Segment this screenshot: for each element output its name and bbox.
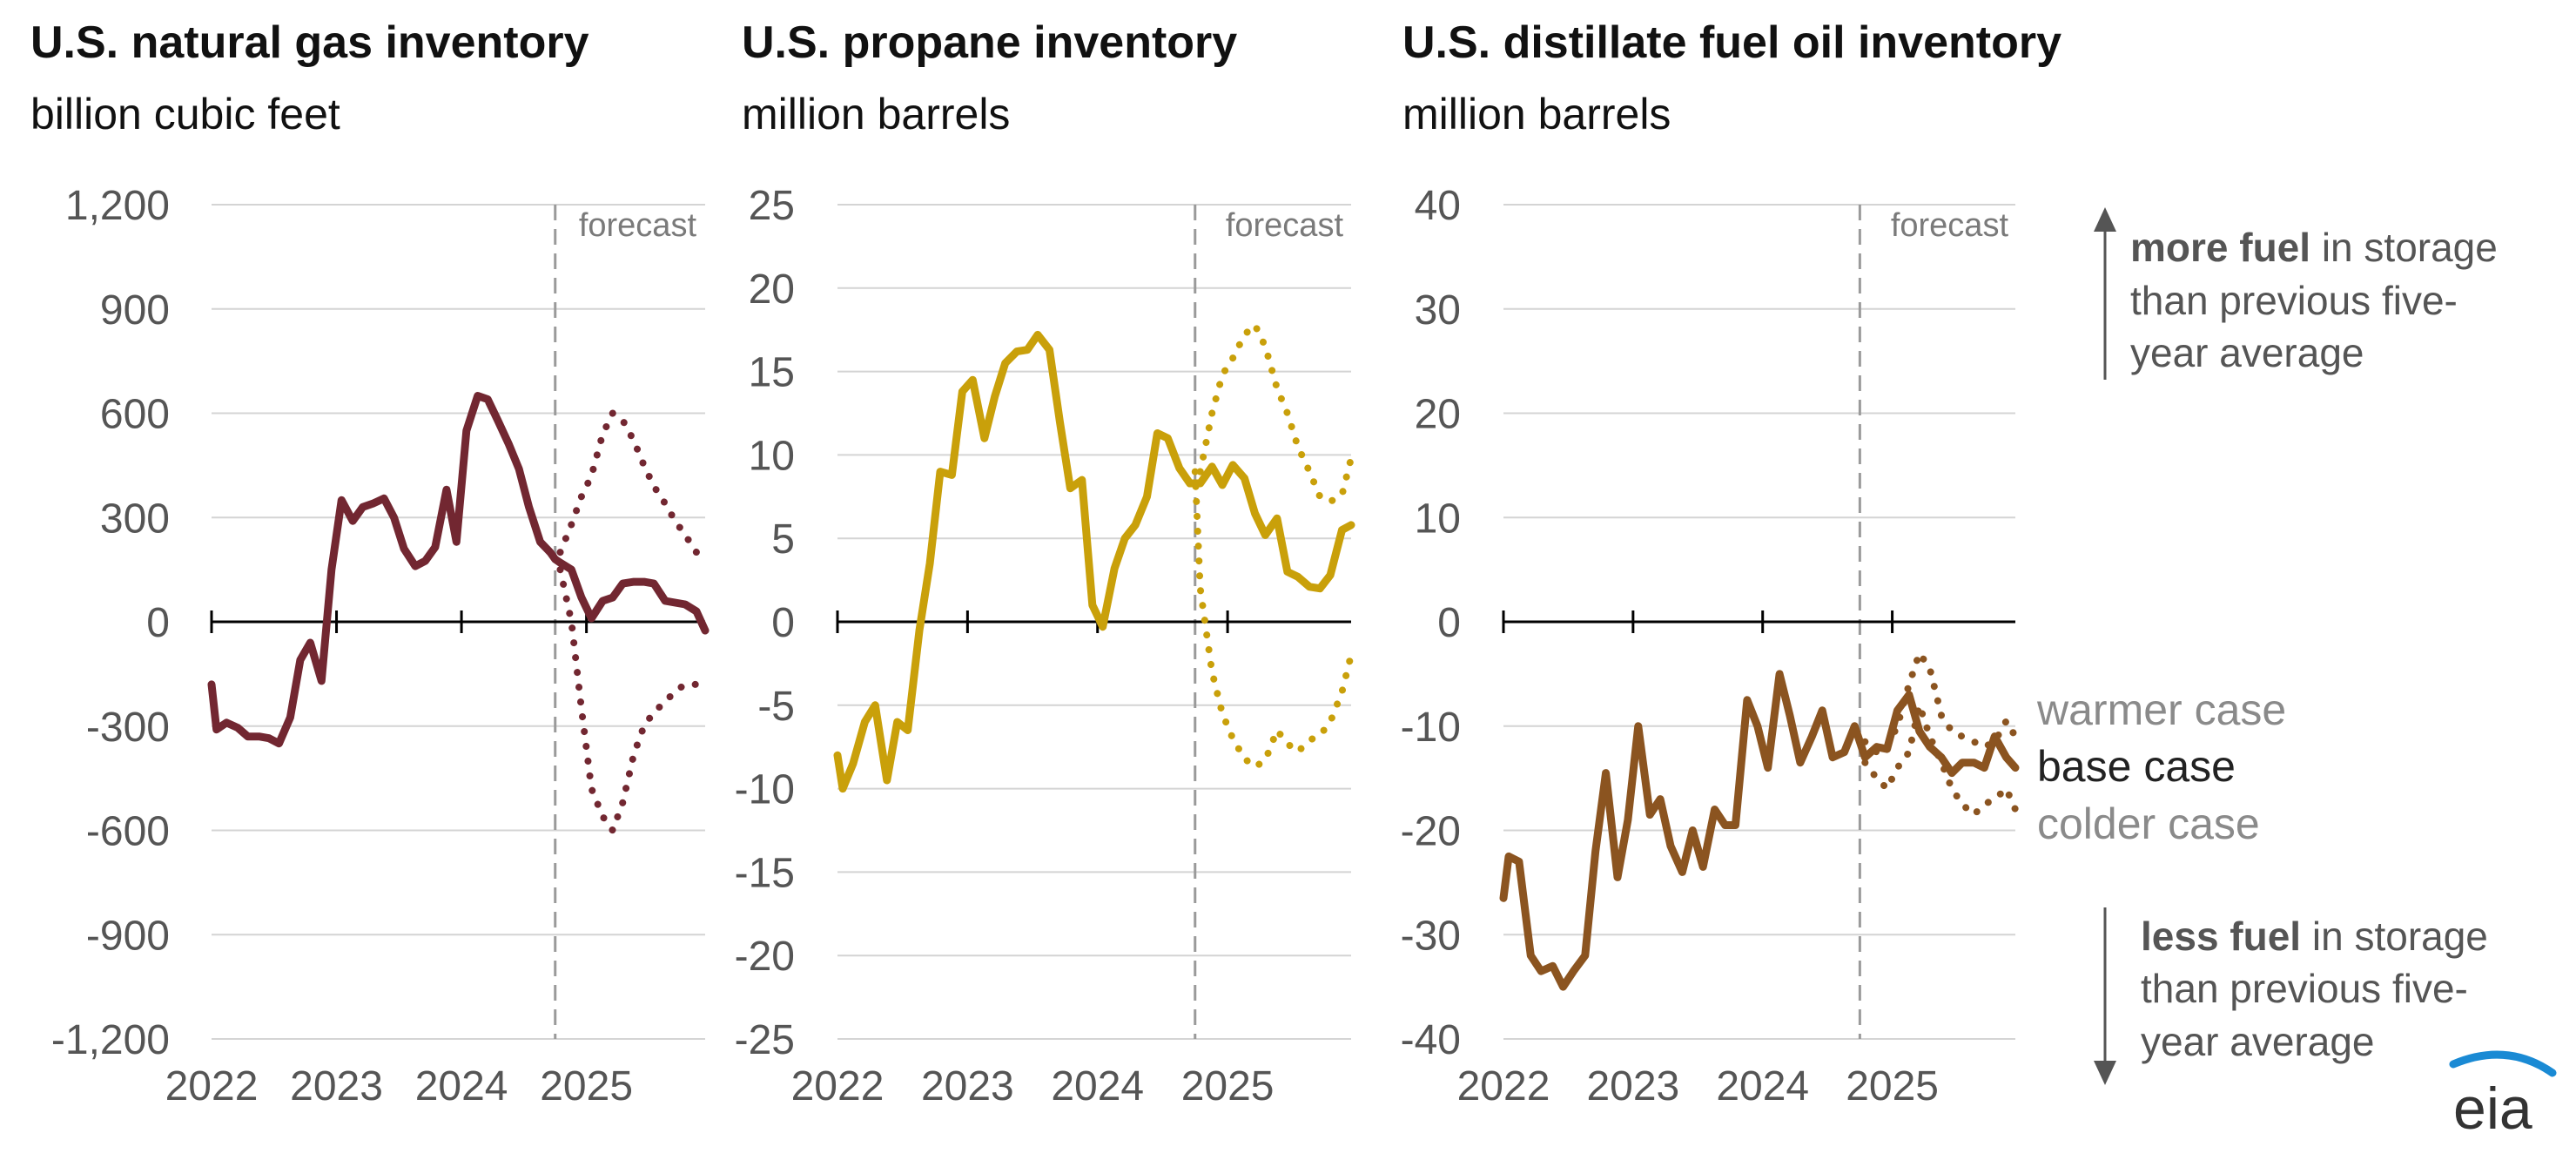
propane-forecast-label: forecast	[1226, 207, 1344, 244]
gas-y-tick-label: 0	[146, 600, 170, 646]
distillate-y-tick-label: -30	[1401, 913, 1461, 959]
legend-base-case: base case	[2037, 742, 2236, 791]
gas-y-tick-label: 900	[100, 287, 170, 334]
distillate-series-warmer	[1861, 649, 2019, 756]
gas-y-tick-label: -1,200	[51, 1017, 170, 1063]
gas-series-base	[207, 392, 710, 748]
propane-y-tick-label: -5	[757, 684, 795, 730]
distillate-y-tick-label: -10	[1401, 705, 1461, 751]
gas-series-colder	[556, 566, 709, 834]
propane-y-tick-label: -25	[735, 1017, 795, 1063]
gas-y-tick-label: -900	[86, 913, 170, 959]
up-arrow-icon	[2094, 207, 2116, 232]
propane-series-colder	[1191, 468, 1355, 771]
propane-y-tick-label: 0	[771, 600, 795, 646]
distillate-x-tick-label: 2024	[1716, 1063, 1809, 1109]
propane-x-tick-label: 2023	[921, 1063, 1014, 1109]
distillate-forecast-label: forecast	[1891, 207, 2009, 244]
less-fuel-rest: in storage	[2301, 914, 2488, 959]
distillate-x-tick-label: 2023	[1586, 1063, 1679, 1109]
gas-x-tick-label: 2023	[290, 1063, 383, 1109]
less-fuel-line3: year average	[2141, 1019, 2375, 1064]
distillate-y-tick-label: 30	[1415, 287, 1461, 334]
gas-chart-title: U.S. natural gas inventory	[30, 17, 589, 68]
distillate-y-tick-label: -20	[1401, 809, 1461, 855]
distillate-y-tick-label: 10	[1415, 496, 1461, 542]
propane-x-tick-label: 2022	[791, 1063, 884, 1109]
propane-y-tick-label: -15	[735, 850, 795, 896]
gas-chart-subtitle: billion cubic feet	[30, 90, 340, 138]
gas-x-tick-label: 2024	[415, 1063, 508, 1109]
distillate-chart-title: U.S. distillate fuel oil inventory	[1402, 17, 2061, 68]
gas-forecast-label: forecast	[579, 207, 697, 244]
distillate-series-base	[1499, 670, 2020, 991]
more-fuel-annotation: more fuel in storage than previous five-…	[2094, 207, 2498, 380]
less-fuel-annotation: less fuel in storage than previous five-…	[2094, 907, 2488, 1085]
propane-chart-title: U.S. propane inventory	[742, 17, 1237, 68]
distillate-y-tick-label: 0	[1437, 600, 1461, 646]
gas-series-warmer	[556, 409, 709, 567]
distillate-y-tick-label: 20	[1415, 392, 1461, 438]
gas-y-tick-label: 1,200	[65, 183, 170, 229]
distillate-series-colder	[1861, 701, 2019, 819]
propane-y-tick-label: 20	[749, 266, 795, 313]
propane-y-tick-label: 15	[749, 350, 795, 396]
propane-series-warmer	[1196, 321, 1355, 505]
propane-series-base	[833, 330, 1355, 793]
gas-x-tick-label: 2022	[165, 1063, 259, 1109]
more-fuel-rest: in storage	[2310, 225, 2498, 270]
gas-y-tick-label: 600	[100, 392, 170, 438]
distillate-chart-panel: 40 30 20 10 0 -10 -20 -30 -40 forecast 2022 2023 202…	[1401, 183, 2020, 1109]
gas-y-tick-label: 300	[100, 496, 170, 542]
propane-x-tick-label: 2025	[1181, 1063, 1275, 1109]
more-fuel-bold: more fuel	[2130, 225, 2310, 270]
propane-y-tick-label: -10	[735, 767, 795, 813]
propane-y-tick-label: -20	[735, 934, 795, 980]
propane-chart-subtitle: million barrels	[742, 90, 1010, 138]
more-fuel-line1: more fuel in storage	[2130, 225, 2498, 270]
distillate-y-tick-label: 40	[1415, 183, 1461, 229]
less-fuel-line2: than previous five-	[2141, 966, 2468, 1011]
propane-chart-panel: 25 20 15 10 5 0 -5 -10 -15 -20 -25 forecast 2022 2023…	[735, 183, 1355, 1109]
gas-y-tick-label: -300	[86, 705, 170, 751]
down-arrow-icon	[2094, 1061, 2116, 1085]
more-fuel-line3: year average	[2130, 330, 2364, 375]
eia-logo-swoosh	[2449, 1050, 2557, 1077]
legend-warmer-case: warmer case	[2036, 685, 2286, 734]
eia-logo: eia	[2449, 1050, 2557, 1142]
legend-colder-case: colder case	[2037, 799, 2260, 848]
distillate-y-tick-label: -40	[1401, 1017, 1461, 1063]
gas-x-tick-label: 2025	[540, 1063, 633, 1109]
distillate-x-tick-label: 2022	[1457, 1063, 1550, 1109]
propane-x-tick-label: 2024	[1051, 1063, 1144, 1109]
distillate-chart-subtitle: million barrels	[1402, 90, 1671, 138]
less-fuel-line1: less fuel in storage	[2141, 914, 2488, 959]
propane-y-tick-label: 10	[749, 433, 795, 479]
propane-y-tick-label: 5	[771, 516, 795, 563]
eia-logo-text: eia	[2453, 1076, 2532, 1142]
more-fuel-line2: than previous five-	[2130, 278, 2458, 323]
gas-chart-panel: 1,200 900 600 300 0 -300 -600 -900 -1,200 forecas…	[51, 183, 710, 1109]
distillate-x-tick-label: 2025	[1846, 1063, 1939, 1109]
propane-y-tick-label: 25	[749, 183, 795, 229]
less-fuel-bold: less fuel	[2141, 914, 2301, 959]
gas-y-tick-label: -600	[86, 809, 170, 855]
